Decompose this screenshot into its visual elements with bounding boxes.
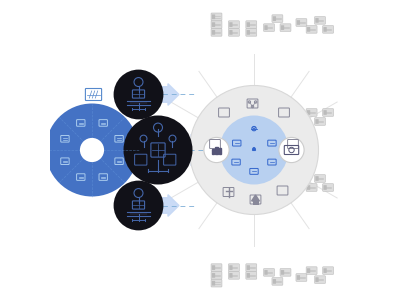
FancyBboxPatch shape bbox=[272, 278, 283, 285]
FancyBboxPatch shape bbox=[247, 265, 250, 270]
FancyBboxPatch shape bbox=[264, 268, 274, 276]
FancyBboxPatch shape bbox=[297, 275, 300, 280]
FancyBboxPatch shape bbox=[228, 28, 239, 36]
FancyBboxPatch shape bbox=[307, 268, 310, 273]
Polygon shape bbox=[215, 147, 218, 154]
FancyBboxPatch shape bbox=[212, 22, 215, 27]
FancyBboxPatch shape bbox=[264, 25, 268, 30]
FancyBboxPatch shape bbox=[211, 21, 222, 28]
FancyBboxPatch shape bbox=[307, 110, 310, 115]
FancyBboxPatch shape bbox=[315, 176, 319, 181]
Polygon shape bbox=[252, 148, 256, 150]
FancyBboxPatch shape bbox=[228, 264, 239, 272]
Circle shape bbox=[279, 137, 304, 163]
FancyBboxPatch shape bbox=[211, 264, 222, 272]
FancyBboxPatch shape bbox=[212, 30, 215, 35]
FancyBboxPatch shape bbox=[307, 27, 310, 32]
FancyBboxPatch shape bbox=[324, 185, 327, 190]
Polygon shape bbox=[252, 195, 259, 201]
FancyBboxPatch shape bbox=[314, 16, 326, 24]
FancyBboxPatch shape bbox=[229, 265, 232, 270]
FancyBboxPatch shape bbox=[264, 270, 268, 275]
Circle shape bbox=[204, 137, 229, 163]
Circle shape bbox=[220, 116, 288, 184]
FancyBboxPatch shape bbox=[297, 20, 300, 25]
FancyBboxPatch shape bbox=[323, 184, 334, 191]
FancyBboxPatch shape bbox=[296, 274, 307, 281]
FancyBboxPatch shape bbox=[315, 119, 319, 124]
FancyBboxPatch shape bbox=[246, 264, 257, 272]
Circle shape bbox=[114, 181, 164, 230]
FancyBboxPatch shape bbox=[314, 175, 326, 182]
FancyBboxPatch shape bbox=[246, 272, 257, 279]
FancyBboxPatch shape bbox=[273, 279, 276, 284]
Polygon shape bbox=[212, 149, 214, 154]
FancyBboxPatch shape bbox=[212, 14, 215, 19]
Circle shape bbox=[253, 147, 255, 149]
FancyBboxPatch shape bbox=[246, 28, 257, 36]
FancyBboxPatch shape bbox=[229, 22, 232, 27]
FancyBboxPatch shape bbox=[307, 185, 310, 190]
FancyBboxPatch shape bbox=[246, 21, 257, 28]
Polygon shape bbox=[144, 195, 179, 216]
FancyBboxPatch shape bbox=[211, 272, 222, 279]
FancyBboxPatch shape bbox=[315, 277, 319, 282]
FancyBboxPatch shape bbox=[212, 281, 215, 286]
Polygon shape bbox=[144, 84, 179, 105]
FancyBboxPatch shape bbox=[211, 28, 222, 36]
Circle shape bbox=[190, 85, 318, 214]
Polygon shape bbox=[162, 134, 204, 166]
FancyBboxPatch shape bbox=[252, 200, 258, 205]
FancyBboxPatch shape bbox=[228, 21, 239, 28]
FancyBboxPatch shape bbox=[314, 118, 326, 125]
FancyBboxPatch shape bbox=[264, 24, 274, 32]
FancyBboxPatch shape bbox=[229, 30, 232, 35]
FancyBboxPatch shape bbox=[315, 18, 319, 23]
FancyBboxPatch shape bbox=[228, 272, 239, 279]
FancyBboxPatch shape bbox=[247, 273, 250, 278]
FancyBboxPatch shape bbox=[281, 270, 284, 275]
FancyBboxPatch shape bbox=[272, 15, 283, 22]
Circle shape bbox=[80, 138, 104, 162]
FancyBboxPatch shape bbox=[212, 265, 215, 270]
FancyBboxPatch shape bbox=[314, 276, 326, 283]
FancyBboxPatch shape bbox=[296, 19, 307, 26]
FancyBboxPatch shape bbox=[212, 273, 215, 278]
Polygon shape bbox=[219, 148, 221, 154]
FancyBboxPatch shape bbox=[306, 26, 317, 33]
FancyBboxPatch shape bbox=[211, 279, 222, 287]
FancyBboxPatch shape bbox=[280, 24, 291, 32]
FancyBboxPatch shape bbox=[281, 25, 284, 30]
FancyBboxPatch shape bbox=[306, 184, 317, 191]
FancyBboxPatch shape bbox=[247, 22, 250, 27]
FancyBboxPatch shape bbox=[211, 13, 222, 21]
FancyBboxPatch shape bbox=[324, 268, 327, 273]
FancyBboxPatch shape bbox=[247, 30, 250, 35]
FancyBboxPatch shape bbox=[323, 26, 334, 33]
FancyBboxPatch shape bbox=[273, 16, 276, 21]
Circle shape bbox=[46, 103, 138, 196]
Circle shape bbox=[114, 70, 164, 119]
FancyBboxPatch shape bbox=[280, 268, 291, 276]
FancyBboxPatch shape bbox=[324, 27, 327, 32]
Circle shape bbox=[124, 116, 192, 184]
FancyBboxPatch shape bbox=[306, 109, 317, 116]
FancyBboxPatch shape bbox=[306, 267, 317, 274]
FancyBboxPatch shape bbox=[323, 267, 334, 274]
FancyBboxPatch shape bbox=[324, 110, 327, 115]
FancyBboxPatch shape bbox=[323, 109, 334, 116]
FancyBboxPatch shape bbox=[229, 273, 232, 278]
